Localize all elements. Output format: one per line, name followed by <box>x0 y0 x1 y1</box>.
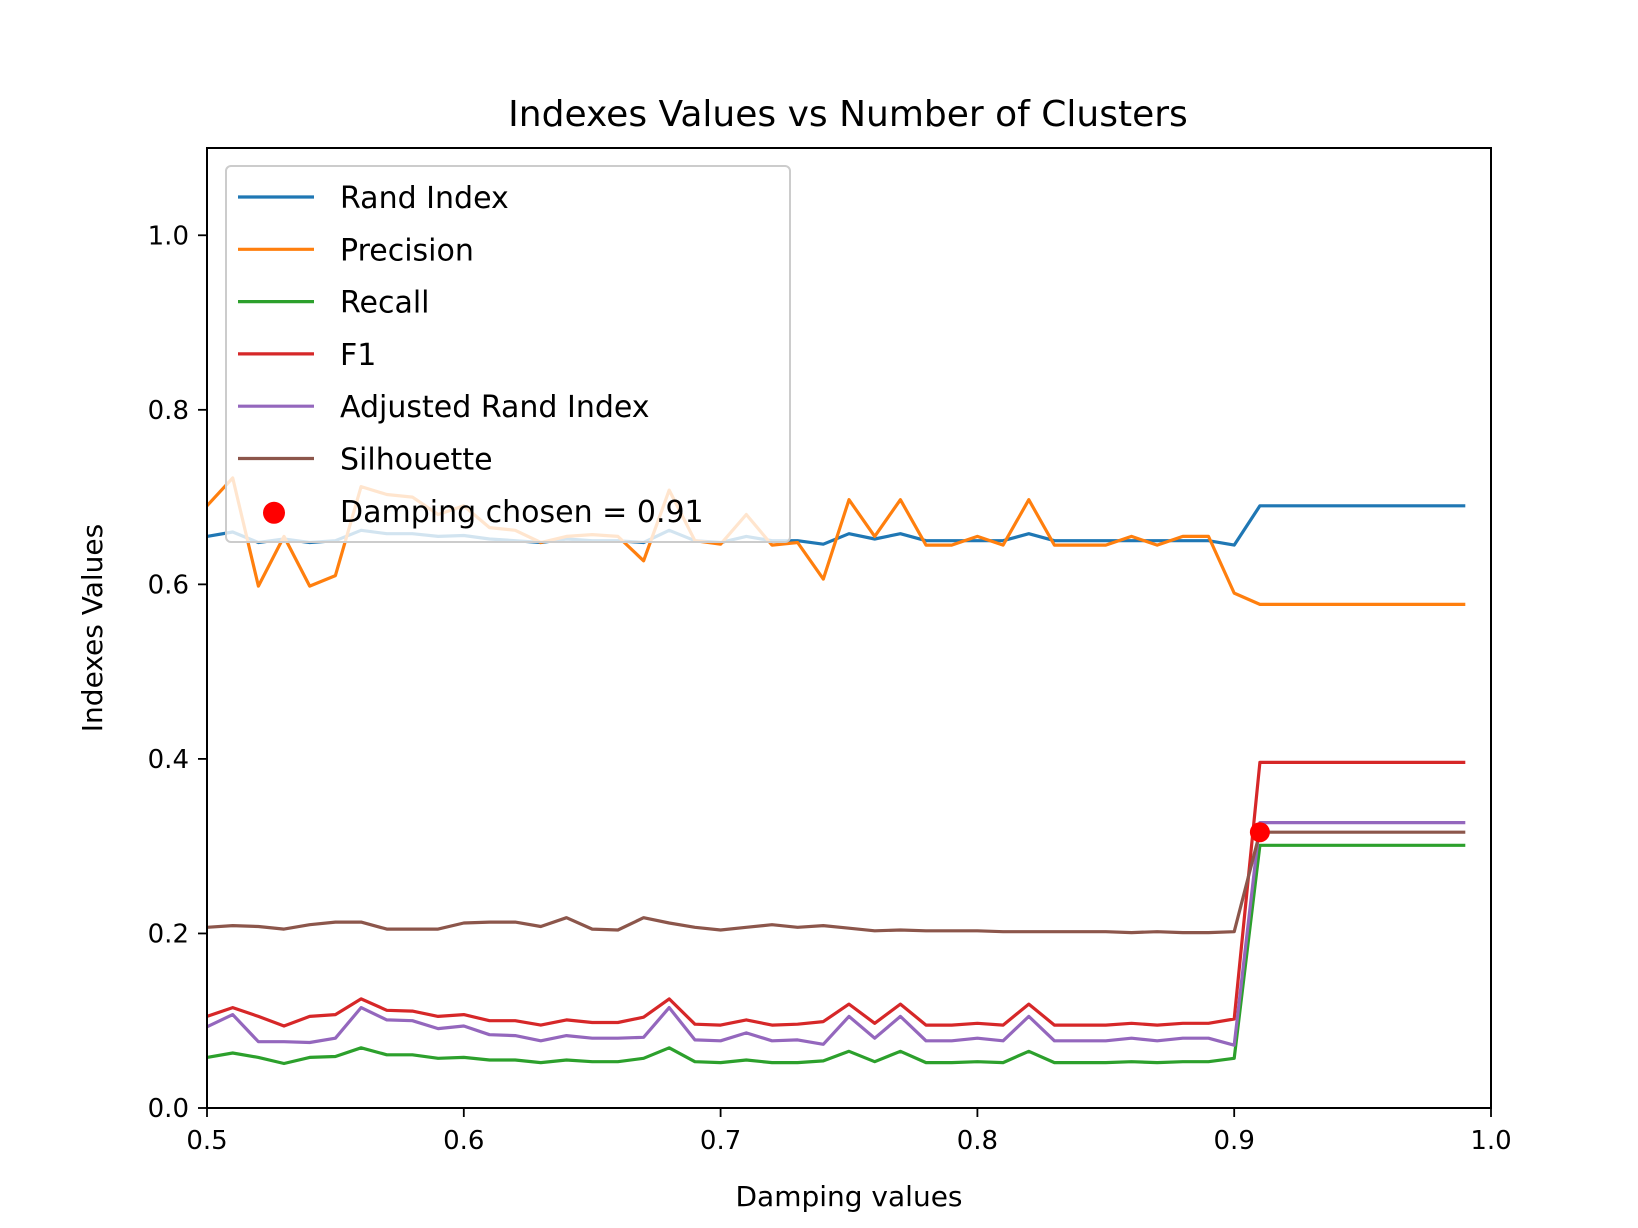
x-tick-label: 1.0 <box>1470 1126 1511 1156</box>
y-tick-label: 0.0 <box>148 1094 189 1124</box>
y-tick-label: 0.2 <box>148 919 189 949</box>
y-tick-label: 1.0 <box>148 221 189 251</box>
series-line-4 <box>206 820 1466 1047</box>
series-line-3 <box>206 760 1466 1028</box>
x-axis-label: Damping values <box>735 1180 962 1213</box>
x-tick-label: 0.6 <box>443 1126 484 1156</box>
y-tick-label: 0.4 <box>148 745 189 775</box>
legend-box <box>225 165 791 543</box>
series-line-2 <box>206 843 1466 1066</box>
y-axis: 0.0 0.2 0.4 0.6 0.8 1.0 <box>148 221 207 1124</box>
y-axis-label: Indexes Values <box>76 524 109 732</box>
x-tick-label: 0.9 <box>1214 1126 1255 1156</box>
chart-title: Indexes Values vs Number of Clusters <box>508 94 1188 135</box>
legend-label-marker: Damping chosen = 0.91 <box>340 495 704 530</box>
damping-chosen-marker <box>1249 822 1270 843</box>
plot-frame <box>206 147 1492 1109</box>
x-axis: 0.5 0.6 0.7 0.8 0.9 1.0 <box>186 1108 1512 1156</box>
x-tick-label: 0.7 <box>700 1126 741 1156</box>
x-tick-label: 0.8 <box>957 1126 998 1156</box>
legend-label-2: Recall <box>340 286 430 321</box>
series-line-5 <box>206 830 1466 935</box>
legend-label-3: F1 <box>340 338 376 373</box>
y-tick-label: 0.8 <box>148 396 189 426</box>
x-tick-label: 0.5 <box>186 1126 227 1156</box>
marker-layer <box>1249 822 1270 843</box>
y-tick-label: 0.6 <box>148 570 189 600</box>
legend: Rand Index Precision Recall F1 Adjusted Rand… <box>225 165 791 543</box>
legend-label-5: Silhouette <box>340 443 493 478</box>
legend-label-4: Adjusted Rand Index <box>340 390 650 425</box>
legend-label-0: Rand Index <box>340 181 509 216</box>
legend-marker-swatch <box>263 501 285 524</box>
legend-label-1: Precision <box>340 233 474 268</box>
